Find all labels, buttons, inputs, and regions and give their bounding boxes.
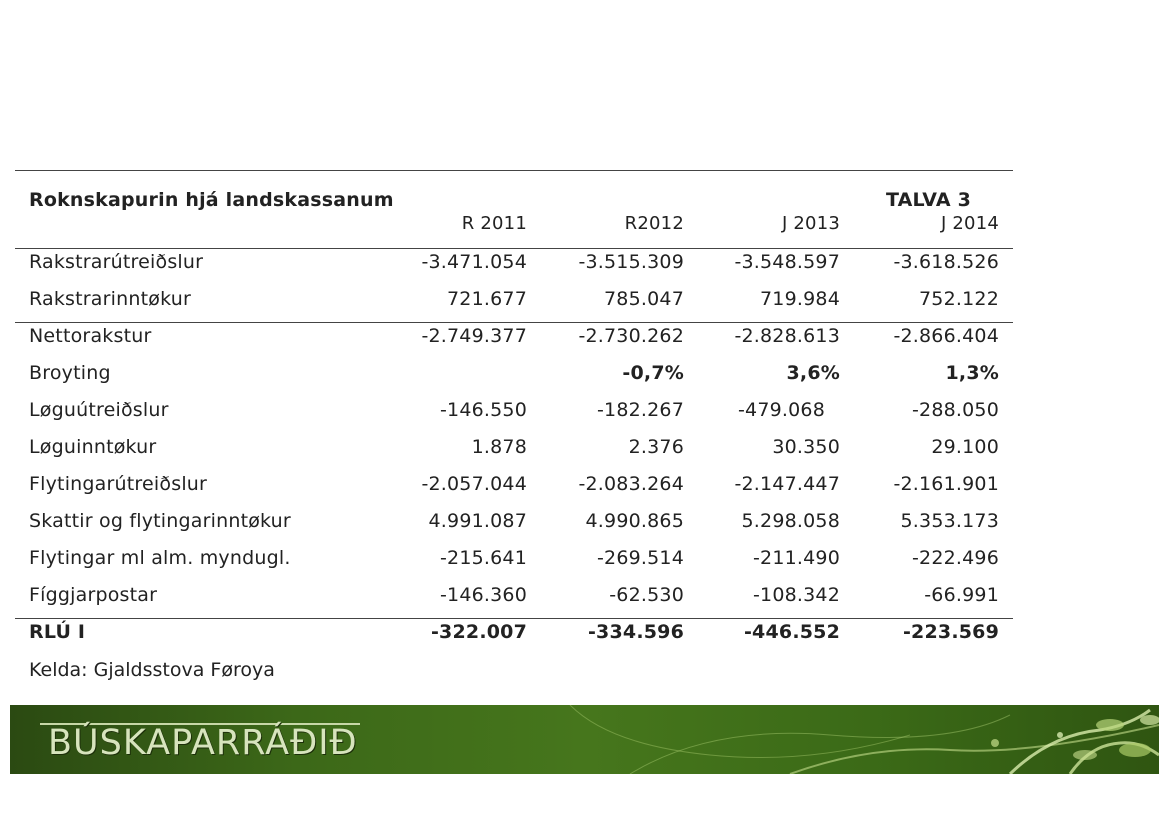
footer-banner: BÚSKAPARRÁÐIÐ (10, 705, 1159, 774)
cell: -479.068 (737, 399, 825, 421)
table-title-row: Roknskapurin hjá landskassanum TALVA 3 (15, 182, 1013, 219)
table-row: Flytingar ml alm. myndugl. -215.641 -269… (15, 540, 1013, 577)
cell: 4.990.865 (585, 510, 684, 532)
cell: 3,6% (786, 362, 840, 384)
table-row: Rakstrarinntøkur 721.677 785.047 719.984… (15, 281, 1013, 318)
table-row: Flytingarútreiðslur -2.057.044 -2.083.26… (15, 466, 1013, 503)
cell: 5.353.173 (900, 510, 999, 532)
cell: -66.991 (924, 584, 999, 606)
row-label: Nettorakstur (29, 325, 152, 347)
cell: -182.267 (596, 399, 684, 421)
table-row: Løguinntøkur 1.878 2.376 30.350 29.100 (15, 429, 1013, 466)
top-rule (15, 170, 1013, 171)
cell: -146.550 (439, 399, 527, 421)
cell: 2.376 (628, 436, 684, 458)
total-row: RLÚ I -322.007 -334.596 -446.552 -223.56… (15, 614, 1013, 651)
cell: -2.828.613 (734, 325, 840, 347)
cell: 29.100 (931, 436, 999, 458)
decorative-swirl-icon (569, 705, 1159, 774)
cell: -269.514 (596, 547, 684, 569)
cell: -2.057.044 (421, 473, 527, 495)
cell: -2.083.264 (578, 473, 684, 495)
cell: -108.342 (752, 584, 840, 606)
row-label: RLÚ I (29, 621, 86, 643)
cell: -334.596 (587, 621, 684, 643)
column-header: R 2011 (461, 213, 527, 234)
table-row: Nettorakstur -2.749.377 -2.730.262 -2.82… (15, 318, 1013, 355)
row-label: Flytingarútreiðslur (29, 473, 208, 495)
cell: -2.161.901 (893, 473, 999, 495)
cell: -222.496 (911, 547, 999, 569)
cell: -446.552 (743, 621, 840, 643)
column-header: R2012 (624, 213, 684, 234)
row-label: Rakstrarútreiðslur (29, 251, 204, 273)
table-row: Broyting -0,7% 3,6% 1,3% (15, 355, 1013, 392)
header-rule (15, 248, 1013, 249)
cell: 1,3% (945, 362, 999, 384)
cell: -215.641 (439, 547, 527, 569)
cell: -62.530 (609, 584, 684, 606)
cell: 785.047 (604, 288, 684, 310)
cell: -223.569 (902, 621, 999, 643)
section-rule (15, 322, 1013, 323)
column-header-row: R 2011 R2012 J 2013 J 2014 (15, 205, 1013, 242)
cell: -2.147.447 (734, 473, 840, 495)
column-header: J 2014 (940, 213, 999, 234)
cell: 5.298.058 (741, 510, 840, 532)
column-header: J 2013 (781, 213, 840, 234)
table-row: Løguútreiðslur -146.550 -182.267 -479.06… (15, 392, 1013, 429)
cell: -211.490 (752, 547, 840, 569)
total-rule (15, 618, 1013, 619)
table-tag: TALVA 3 (885, 189, 971, 211)
cell: -322.007 (430, 621, 527, 643)
cell: 1.878 (471, 436, 527, 458)
cell: -3.618.526 (893, 251, 999, 273)
cell: 30.350 (772, 436, 840, 458)
cell: 752.122 (919, 288, 999, 310)
cell: -2.866.404 (893, 325, 999, 347)
table-row: Rakstrarútreiðslur -3.471.054 -3.515.309… (15, 244, 1013, 281)
cell: -2.749.377 (421, 325, 527, 347)
row-label: Løguinntøkur (29, 436, 157, 458)
row-label: Fíggjarpostar (29, 584, 158, 606)
cell: 721.677 (447, 288, 527, 310)
source-note: Kelda: Gjaldsstova Føroya (29, 659, 275, 681)
cell: 719.984 (760, 288, 840, 310)
logo: BÚSKAPARRÁÐIÐ (48, 723, 358, 763)
logo-top-rule (40, 723, 360, 725)
cell: -146.360 (439, 584, 527, 606)
row-label: Rakstrarinntøkur (29, 288, 191, 310)
table-row: Fíggjarpostar -146.360 -62.530 -108.342 … (15, 577, 1013, 614)
cell: -3.548.597 (734, 251, 840, 273)
row-label: Løguútreiðslur (29, 399, 169, 421)
row-label: Skattir og flytingarinntøkur (29, 510, 291, 532)
cell: 4.991.087 (428, 510, 527, 532)
table-title: Roknskapurin hjá landskassanum (29, 189, 394, 211)
row-label: Broyting (29, 362, 111, 384)
cell: -3.471.054 (421, 251, 527, 273)
cell: -0,7% (622, 362, 684, 384)
cell: -2.730.262 (578, 325, 684, 347)
row-label: Flytingar ml alm. myndugl. (29, 547, 291, 569)
cell: -288.050 (911, 399, 999, 421)
table-row: Skattir og flytingarinntøkur 4.991.087 4… (15, 503, 1013, 540)
cell: -3.515.309 (578, 251, 684, 273)
